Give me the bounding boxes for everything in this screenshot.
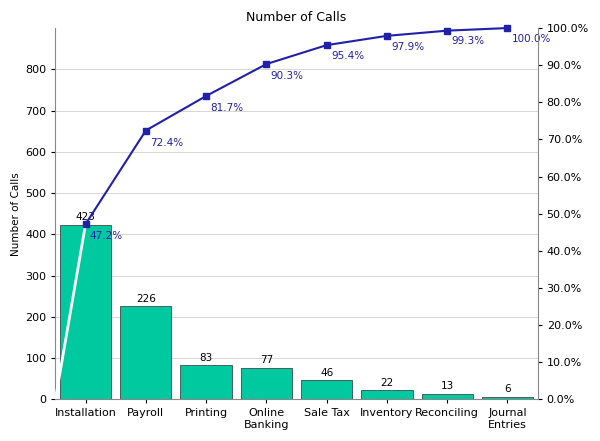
- Text: 99.3%: 99.3%: [451, 37, 485, 46]
- Text: 100.0%: 100.0%: [512, 34, 551, 44]
- Text: 423: 423: [76, 212, 95, 222]
- Text: 77: 77: [260, 355, 273, 365]
- Text: 97.9%: 97.9%: [391, 41, 424, 52]
- Bar: [301, 380, 352, 399]
- Text: 90.3%: 90.3%: [271, 71, 304, 82]
- Text: 6: 6: [504, 384, 511, 394]
- Text: 22: 22: [380, 377, 394, 388]
- Text: 81.7%: 81.7%: [211, 103, 244, 113]
- Text: 72.4%: 72.4%: [150, 138, 183, 148]
- Text: 95.4%: 95.4%: [331, 51, 364, 61]
- Text: 83: 83: [199, 352, 213, 363]
- Bar: [482, 397, 533, 399]
- Title: Number of Calls: Number of Calls: [247, 11, 347, 24]
- Bar: [120, 306, 172, 399]
- Bar: [60, 225, 111, 399]
- Text: 46: 46: [320, 368, 333, 378]
- Text: 13: 13: [440, 381, 454, 392]
- Bar: [361, 390, 413, 399]
- Y-axis label: Number of Calls: Number of Calls: [11, 172, 21, 255]
- Bar: [181, 365, 232, 399]
- Bar: [241, 367, 292, 399]
- Text: 47.2%: 47.2%: [90, 232, 123, 242]
- Text: 226: 226: [136, 294, 156, 303]
- Bar: [422, 394, 473, 399]
